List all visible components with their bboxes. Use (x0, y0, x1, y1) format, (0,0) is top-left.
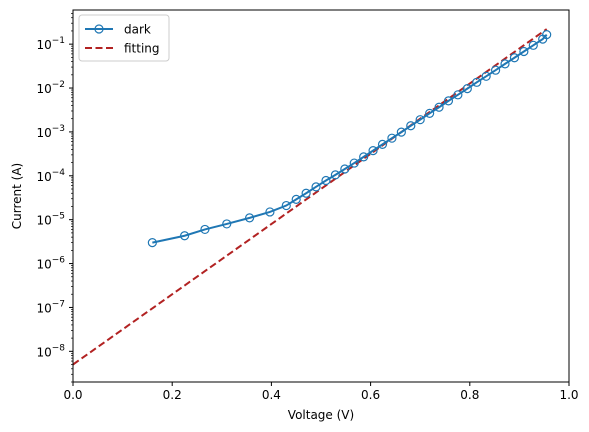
y-axis: 10−8 10−7 10−6 10−5 10−4 10−3 10−2 10−1 (36, 13, 73, 383)
x-tick-label: 0.0 (63, 388, 82, 402)
y-tick-label: 10−7 (36, 299, 65, 315)
x-axis-label: Voltage (V) (288, 408, 354, 422)
dark-series-point (340, 164, 350, 174)
dark-series-point (528, 40, 538, 50)
x-axis: 0.0 0.2 0.4 0.6 0.8 1.0 (63, 382, 579, 402)
y-axis-label: Current (A) (10, 163, 24, 229)
dark-series-point (200, 224, 210, 235)
y-tick-label: 10−3 (36, 124, 65, 140)
y-tick-label: 10−8 (36, 343, 65, 359)
dark-series-point (301, 188, 311, 198)
dark-series-point (368, 146, 378, 156)
dark-series-point (396, 127, 406, 137)
dark-series-point (443, 96, 454, 106)
x-tick-label: 0.2 (163, 388, 182, 402)
dark-series-point (425, 108, 435, 118)
dark-series-point (472, 77, 482, 87)
legend: dark fitting (78, 14, 170, 62)
dark-series-point (180, 231, 190, 241)
dark-series-point (281, 200, 291, 211)
dark-series-point (453, 90, 463, 100)
dark-series-point (509, 53, 520, 63)
dark-series-point (330, 170, 340, 180)
dark-series-point (434, 102, 444, 112)
dark-series-point (387, 133, 397, 143)
dark-series-point (542, 30, 552, 40)
dark-series-point (222, 219, 232, 229)
dark-series-point (377, 139, 388, 149)
x-tick-label: 0.4 (262, 388, 281, 402)
y-tick-label: 10−4 (36, 168, 65, 184)
series-layer (73, 28, 552, 366)
dark-series-point (481, 71, 491, 81)
dark-series-point (359, 152, 369, 162)
legend-dark-label: dark (124, 23, 151, 37)
dark-series-point (349, 158, 359, 168)
x-tick-label: 0.6 (361, 388, 380, 402)
x-tick-label: 0.8 (460, 388, 479, 402)
dark-series-point (311, 182, 321, 192)
dark-series-point (147, 238, 157, 248)
legend-fitting-label: fitting (124, 42, 160, 56)
y-tick-label: 10−5 (36, 212, 65, 228)
dark-series-point (519, 46, 529, 57)
dark-series-point (490, 65, 501, 75)
legend-box (78, 14, 170, 62)
dark-series-point (265, 207, 275, 217)
y-tick-label: 10−6 (36, 256, 65, 272)
dark-series-point (500, 59, 510, 69)
dark-series-point (415, 115, 425, 125)
plot-frame (72, 9, 570, 383)
dark-series-point (321, 175, 331, 186)
y-tick-label: 10−2 (36, 80, 65, 96)
y-tick-label: 10−1 (36, 36, 65, 52)
dark-series-point (406, 121, 416, 131)
dark-series-point (462, 84, 472, 94)
x-tick-label: 1.0 (559, 388, 578, 402)
dark-series-point (291, 194, 301, 204)
legend-dark-marker (94, 24, 104, 34)
dark-series-point (244, 213, 255, 223)
